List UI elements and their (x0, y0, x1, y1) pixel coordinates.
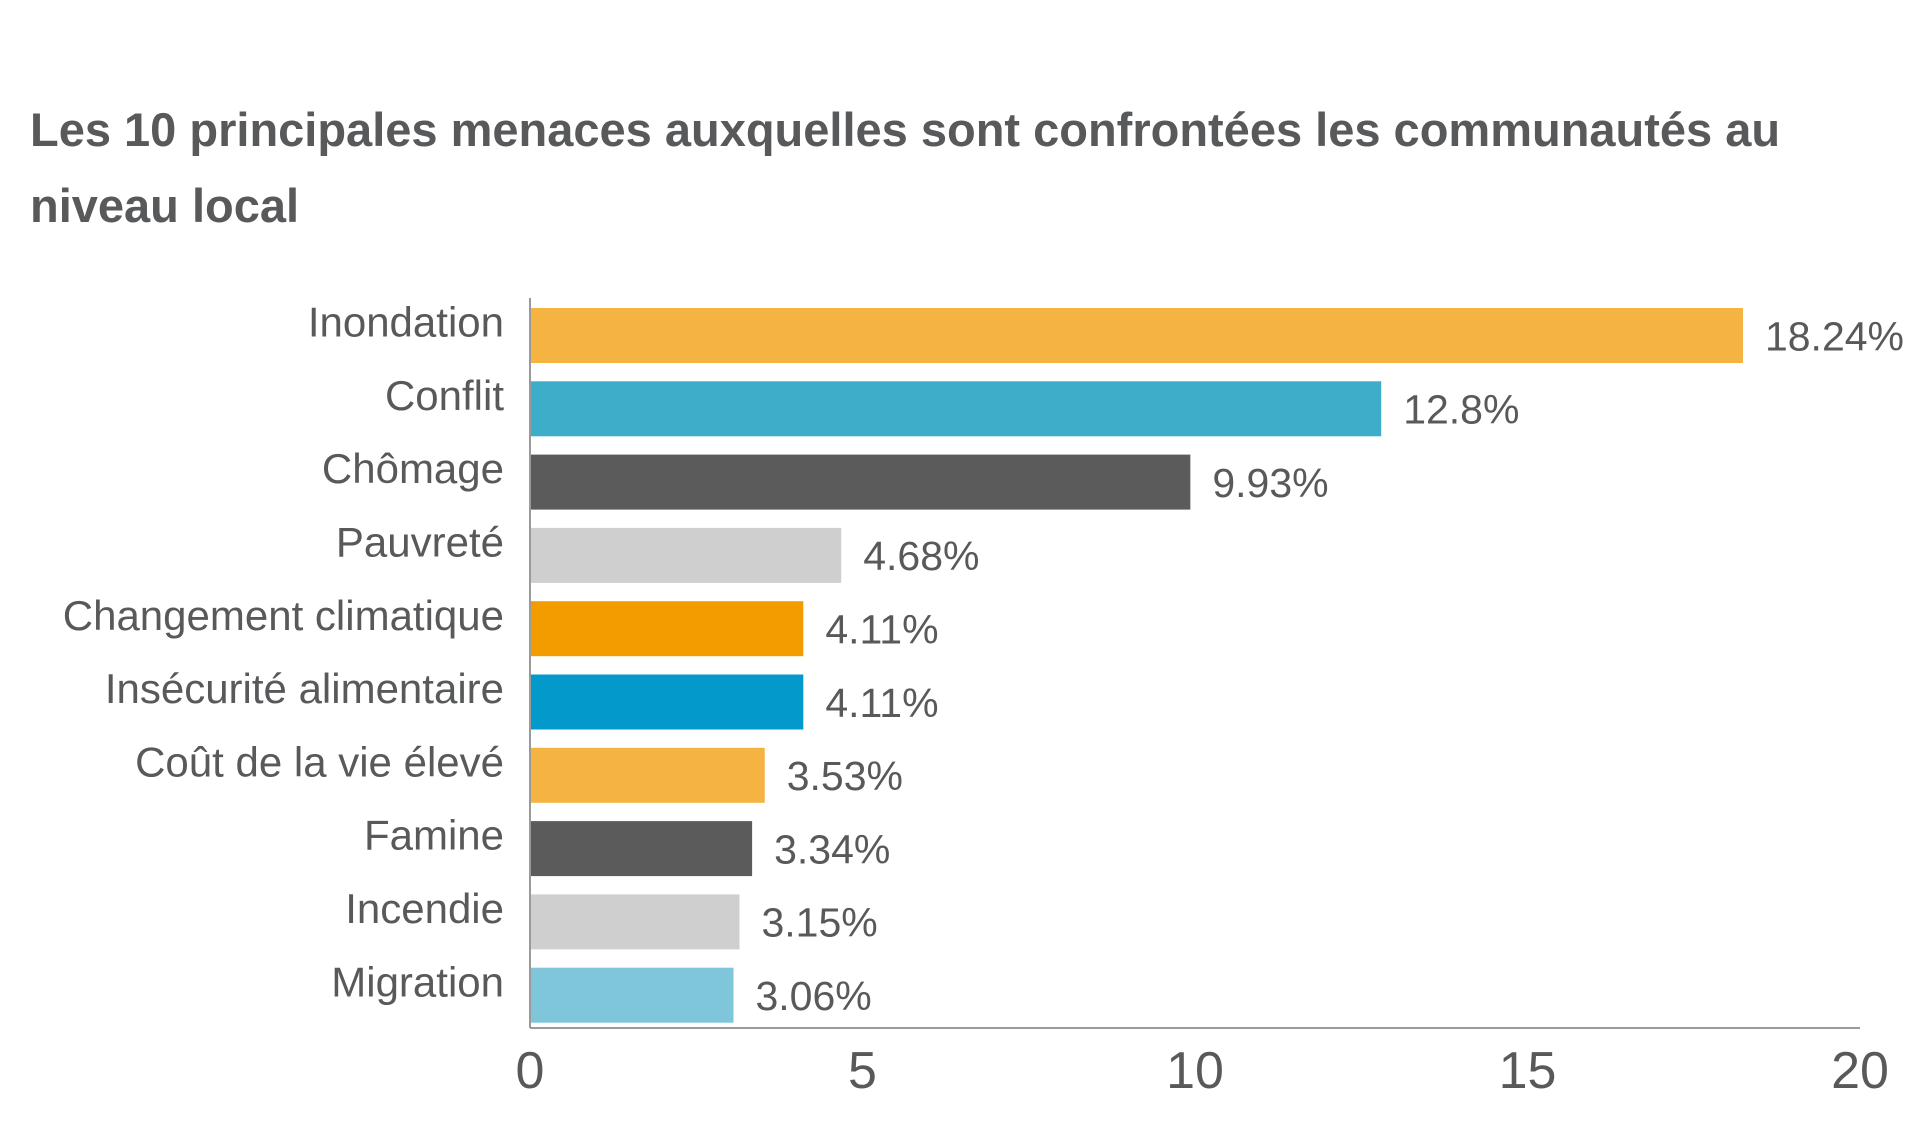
x-tick-label: 20 (1831, 1042, 1889, 1100)
x-tick-label: 10 (1166, 1042, 1224, 1100)
value-label: 4.11% (825, 680, 938, 726)
value-label: 3.34% (774, 826, 890, 872)
category-label: Pauvreté (336, 518, 504, 565)
bar-7 (530, 821, 753, 877)
bar-6 (530, 747, 765, 803)
category-label: Conflit (385, 372, 504, 419)
x-tick-label: 15 (1499, 1042, 1557, 1100)
bars-layer: Inondation 18.24% Conflit 12.8% Chômage 9.93%… (63, 299, 1904, 1023)
category-label: Inondation (308, 299, 504, 346)
bar-0 (530, 308, 1743, 363)
value-label: 12.8% (1403, 387, 1519, 433)
category-label: Incendie (345, 885, 504, 932)
x-tick-label: 5 (848, 1042, 877, 1100)
category-label: Chômage (322, 445, 504, 492)
category-label: Changement climatique (63, 592, 504, 639)
bar-8 (530, 894, 740, 950)
category-label: Insécurité alimentaire (105, 665, 504, 712)
bar-5 (530, 674, 804, 730)
value-label: 4.68% (863, 533, 979, 579)
value-label: 3.53% (787, 753, 903, 799)
value-label: 9.93% (1212, 460, 1328, 506)
bar-2 (530, 454, 1191, 510)
bar-4 (530, 601, 804, 657)
bar-3 (530, 527, 842, 583)
x-tick-label: 0 (516, 1042, 545, 1100)
category-label: Famine (364, 812, 504, 859)
category-label: Migration (331, 958, 504, 1005)
chart-title: Les 10 principales menaces auxquelles so… (30, 103, 1781, 232)
value-label: 4.11% (825, 607, 938, 653)
value-label: 3.06% (755, 973, 871, 1019)
bar-9 (530, 967, 734, 1023)
x-axis-ticks: 0 5 10 15 20 (516, 1042, 1889, 1100)
value-label: 3.15% (761, 900, 877, 946)
bar-1 (530, 381, 1382, 437)
value-label: 18.24% (1765, 313, 1904, 359)
category-label: Coût de la vie élevé (135, 738, 504, 785)
